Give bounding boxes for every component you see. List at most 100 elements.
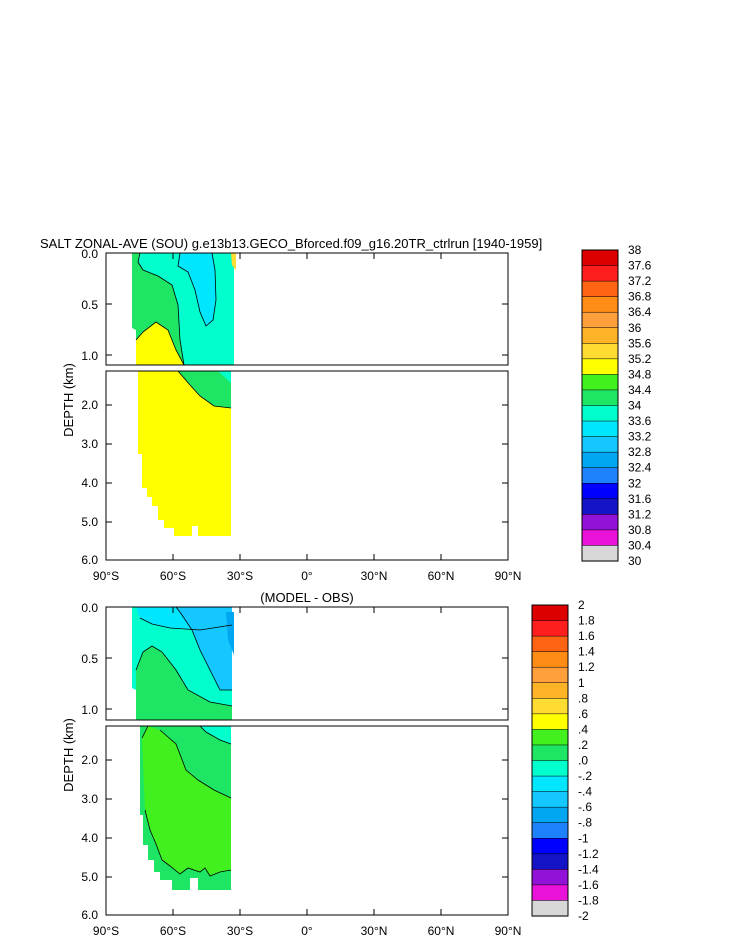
region-34.4-deep — [178, 371, 231, 408]
top-colorbar-box-15 — [581, 483, 619, 500]
top-colorbar-box-2 — [581, 280, 619, 298]
bottom-colorbar-box-13 — [531, 806, 569, 824]
top-ytick-6: 5.0 — [81, 515, 98, 529]
bottom-colorbar-box-2 — [531, 635, 569, 653]
top-colorbar-label-8: 34.8 — [628, 367, 652, 381]
bottom-colorbar-label-15: -1 — [578, 831, 589, 845]
region-34.8 — [136, 322, 184, 365]
region-35.2 — [231, 253, 236, 270]
top-colorbar-label-6: 35.6 — [628, 336, 652, 350]
top-ylabel: DEPTH (km) — [61, 363, 76, 437]
top-xtick-4: 30°N — [361, 569, 388, 583]
top-xtick-3: 0° — [301, 569, 313, 583]
bottom-colorbar-label-19: -1.8 — [578, 893, 599, 907]
bottom-xtick-1: 60°S — [160, 924, 186, 938]
top-figure: SALT ZONAL-AVE (SOU) g.e13b13.GECO_Bforc… — [40, 236, 652, 583]
top-xtick-6: 90°N — [495, 569, 522, 583]
top-colorbar-label-20: 30 — [628, 554, 642, 568]
top-colorbar-box-11 — [581, 420, 619, 438]
top-colorbar-box-3 — [581, 296, 619, 313]
contour-bot-u-3 — [175, 607, 232, 691]
contour-bot-u-1 — [135, 645, 233, 707]
contour-top-u-3 — [177, 253, 217, 327]
top-ytick-7: 6.0 — [81, 553, 98, 567]
bottom-colorbar-label-10: .0 — [578, 754, 588, 768]
bottom-xtick-3: 0° — [301, 924, 313, 938]
contour-bot-l-1 — [141, 726, 149, 739]
bottom-colorbar-label-8: .4 — [578, 722, 588, 736]
bottom-colorbar-frame — [531, 604, 569, 917]
bottom-xtick-0: 90°S — [93, 924, 119, 938]
top-colorbar-box-10 — [581, 405, 619, 422]
top-ytick-3: 2.0 — [81, 398, 98, 412]
contour-top-u-1 — [135, 321, 185, 365]
top-colorbar-box-6 — [581, 343, 619, 360]
top-xtick-5: 60°N — [428, 569, 455, 583]
top-xtick-1: 60°S — [160, 569, 186, 583]
top-colorbar-label-16: 31.6 — [628, 492, 652, 506]
bottom-lower-panel — [136, 726, 232, 890]
bottom-ytick-3: 2.0 — [81, 753, 98, 767]
top-lower-panel — [136, 371, 232, 536]
top-colorbar-label-13: 32.8 — [628, 445, 652, 459]
bottom-colorbar-label-6: .8 — [578, 691, 588, 705]
contour-top-l-1 — [177, 371, 232, 409]
bottom-colorbar-box-0 — [531, 604, 569, 622]
top-colorbar-box-14 — [581, 467, 619, 484]
contour-bot-u-2 — [139, 617, 233, 631]
bottom-colorbar-label-12: -.4 — [578, 785, 592, 799]
top-colorbar-box-16 — [581, 498, 619, 515]
top-colorbar-frame — [581, 249, 619, 562]
top-colorbar-box-12 — [581, 436, 619, 453]
bottom-colorbar-box-6 — [531, 698, 569, 715]
top-colorbar-label-14: 32.4 — [628, 461, 652, 475]
top-ytick-5: 4.0 — [81, 476, 98, 490]
top-colorbar-box-9 — [581, 389, 619, 407]
top-colorbar-box-8 — [581, 374, 619, 391]
top-colorbar-label-3: 36.8 — [628, 290, 652, 304]
bottom-ytick-6: 5.0 — [81, 870, 98, 884]
bottom-figure: (MODEL - OBS) — [61, 590, 599, 938]
top-colorbar-label-2: 37.2 — [628, 274, 652, 288]
bottom-xtick-2: 30°S — [227, 924, 253, 938]
top-ytick-0: 0.0 — [81, 247, 98, 261]
top-colorbar-box-0 — [581, 249, 619, 267]
top-xtick-0: 90°S — [93, 569, 119, 583]
bottom-colorbar-label-17: -1.4 — [578, 862, 599, 876]
region-34.0-deep — [218, 371, 231, 383]
diff-region-0.0-deep — [200, 726, 231, 744]
bottom-upper-panel — [132, 607, 234, 720]
bottom-ytick-2: 1.0 — [81, 703, 98, 717]
top-colorbar-label-18: 30.8 — [628, 523, 652, 537]
bottom-colorbar-box-12 — [531, 791, 569, 808]
bottom-colorbar-box-19 — [531, 900, 569, 917]
bottom-colorbar-label-14: -.8 — [578, 816, 592, 830]
diff-region-0.2 — [136, 646, 232, 720]
top-xtick-2: 30°S — [227, 569, 253, 583]
top-colorbar-label-0: 38 — [628, 243, 642, 257]
diff-region-0.4-deep — [142, 726, 231, 876]
diff-region--0.4 — [176, 607, 232, 690]
bottom-ytick-0: 0.0 — [81, 601, 98, 615]
bottom-ylabel: DEPTH (km) — [61, 718, 76, 792]
bottom-colorbar-label-9: .2 — [578, 738, 588, 752]
bottom-colorbar-box-17 — [531, 869, 569, 886]
top-colorbar-box-1 — [581, 265, 619, 282]
bottom-colorbar-label-5: 1 — [578, 676, 585, 690]
bottom-colorbar-label-3: 1.4 — [578, 645, 595, 659]
top-colorbar-label-4: 36.4 — [628, 305, 652, 319]
diff-region--0.6 — [226, 612, 234, 655]
bottom-ytick-5: 4.0 — [81, 831, 98, 845]
top-colorbar-box-7 — [581, 358, 619, 375]
bottom-xtick-6: 90°N — [495, 924, 522, 938]
bottom-colorbar-label-18: -1.6 — [578, 878, 599, 892]
bottom-ytick-7: 6.0 — [81, 908, 98, 922]
bottom-colorbar-box-16 — [531, 853, 569, 870]
bottom-xtick-4: 30°N — [361, 924, 388, 938]
top-colorbar-box-19 — [581, 545, 619, 562]
bottom-colorbar: 21.81.61.41.21.8.6.4.2.0-.2-.4-.6-.8-1-1… — [531, 598, 599, 923]
top-colorbar-box-5 — [581, 327, 619, 344]
bottom-colorbar-label-4: 1.2 — [578, 660, 595, 674]
top-colorbar-box-18 — [581, 529, 619, 547]
